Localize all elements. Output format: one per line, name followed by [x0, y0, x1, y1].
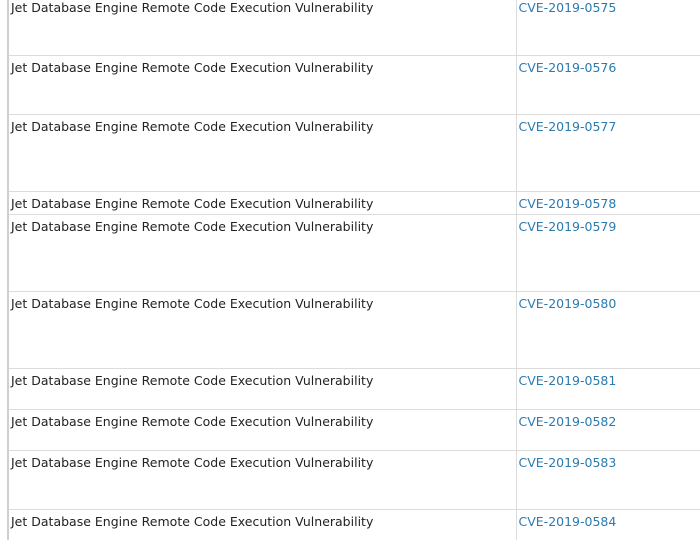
cve-cell: CVE-2019-0578 [516, 190, 700, 214]
vulnerability-title: Jet Database Engine Remote Code Executio… [9, 367, 517, 409]
vulnerability-title: Jet Database Engine Remote Code Executio… [9, 190, 517, 214]
vulnerability-title: Jet Database Engine Remote Code Executio… [9, 408, 517, 450]
table-row: Jet Database Engine Remote Code Executio… [9, 449, 700, 509]
vulnerability-title: Jet Database Engine Remote Code Executio… [9, 290, 517, 368]
cve-link[interactable]: CVE-2019-0581 [518, 372, 617, 388]
vulnerability-title: Jet Database Engine Remote Code Executio… [9, 0, 517, 55]
table-row: Jet Database Engine Remote Code Executio… [9, 54, 700, 114]
cve-cell: CVE-2019-0581 [516, 367, 700, 409]
cve-link[interactable]: CVE-2019-0577 [518, 118, 617, 134]
cve-cell: CVE-2019-0583 [516, 449, 700, 509]
table-row: Jet Database Engine Remote Code Executio… [9, 113, 700, 191]
table-left-border [7, 0, 9, 540]
table-row: Jet Database Engine Remote Code Executio… [9, 508, 700, 540]
cve-cell: CVE-2019-0584 [516, 508, 700, 540]
cve-link[interactable]: CVE-2019-0578 [518, 195, 617, 211]
cve-link[interactable]: CVE-2019-0580 [518, 295, 617, 311]
cve-cell: CVE-2019-0577 [516, 113, 700, 191]
table-row: Jet Database Engine Remote Code Executio… [9, 0, 700, 55]
cve-cell: CVE-2019-0576 [516, 54, 700, 114]
cve-link[interactable]: CVE-2019-0579 [518, 218, 617, 234]
table-row: Jet Database Engine Remote Code Executio… [9, 408, 700, 450]
cve-link[interactable]: CVE-2019-0575 [518, 0, 617, 15]
cve-link[interactable]: CVE-2019-0576 [518, 59, 617, 75]
cve-cell: CVE-2019-0579 [516, 213, 700, 291]
table-row: Jet Database Engine Remote Code Executio… [9, 213, 700, 291]
cve-cell: CVE-2019-0582 [516, 408, 700, 450]
cve-link[interactable]: CVE-2019-0582 [518, 413, 617, 429]
table-row: Jet Database Engine Remote Code Executio… [9, 190, 700, 214]
table-row: Jet Database Engine Remote Code Executio… [9, 367, 700, 409]
cve-link[interactable]: CVE-2019-0584 [518, 513, 617, 529]
vulnerability-title: Jet Database Engine Remote Code Executio… [9, 54, 517, 114]
vulnerability-title: Jet Database Engine Remote Code Executio… [9, 508, 517, 540]
cve-cell: CVE-2019-0575 [516, 0, 700, 55]
table-row: Jet Database Engine Remote Code Executio… [9, 290, 700, 368]
vulnerability-title: Jet Database Engine Remote Code Executio… [9, 213, 517, 291]
cve-link[interactable]: CVE-2019-0583 [518, 454, 617, 470]
cve-cell: CVE-2019-0580 [516, 290, 700, 368]
vulnerability-title: Jet Database Engine Remote Code Executio… [9, 113, 517, 191]
vulnerability-table: Jet Database Engine Remote Code Executio… [9, 0, 700, 540]
vulnerability-title: Jet Database Engine Remote Code Executio… [9, 449, 517, 509]
